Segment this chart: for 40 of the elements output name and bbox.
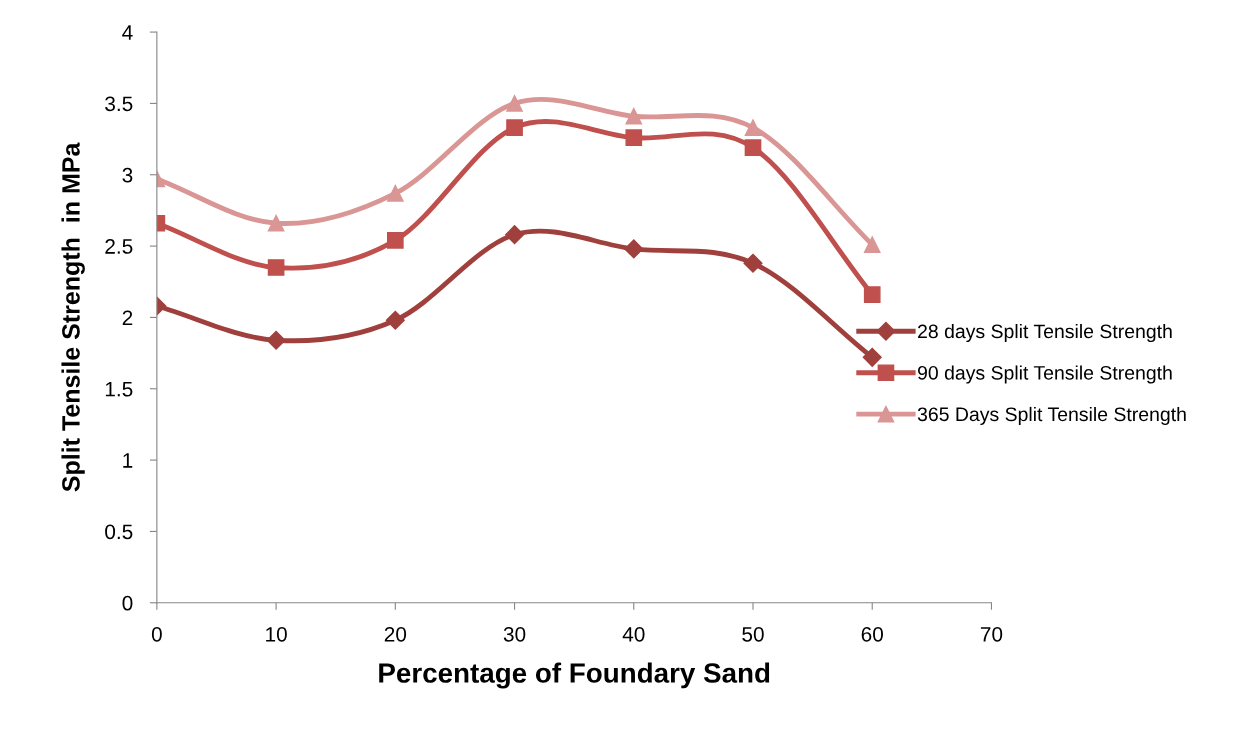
point [385, 310, 405, 330]
y-tick-label: 0 [122, 595, 133, 611]
point [863, 286, 881, 303]
legend-label: 365 Days Split Tensile Strength [917, 406, 1186, 426]
legend-label: 90 days Split Tensile Strength [917, 365, 1172, 384]
y-tick-label: 2.5 [105, 239, 133, 254]
point [267, 259, 285, 276]
point [386, 232, 404, 249]
point [506, 119, 523, 137]
point [863, 236, 881, 253]
point [386, 184, 404, 202]
point [625, 107, 643, 125]
x-tick-label: 0 [151, 626, 162, 642]
point [266, 330, 286, 350]
point [744, 119, 762, 137]
y-tick-label: 1.5 [105, 381, 133, 397]
point [744, 139, 762, 156]
y-tick-label: 3 [122, 167, 133, 183]
point [624, 239, 644, 259]
y-tick-label: 3.5 [105, 96, 133, 112]
point [743, 253, 763, 273]
point [505, 225, 525, 245]
point [625, 129, 643, 146]
x-axis-title: Percentage of Foundary Sand [379, 662, 770, 689]
x-tick-label: 70 [980, 626, 1003, 642]
point [267, 214, 285, 232]
x-tick-label: 30 [503, 626, 526, 642]
point [862, 347, 882, 367]
y-tick-label: 1 [123, 453, 133, 468]
y-tick-label: 0.5 [105, 524, 133, 540]
y-tick-label: 2 [122, 310, 133, 325]
x-tick-label: 40 [622, 626, 645, 642]
x-tick-label: 20 [384, 626, 407, 642]
legend-label: 28 days Split Tensile Strength [918, 323, 1172, 343]
point [506, 95, 523, 112]
x-tick-label: 10 [266, 626, 287, 642]
x-tick-label: 50 [742, 626, 764, 642]
y-tick-label: 4 [122, 25, 133, 40]
y-axis-title: Split Tensile Strength in MPa [61, 142, 85, 492]
x-tick-label: 60 [861, 626, 883, 642]
